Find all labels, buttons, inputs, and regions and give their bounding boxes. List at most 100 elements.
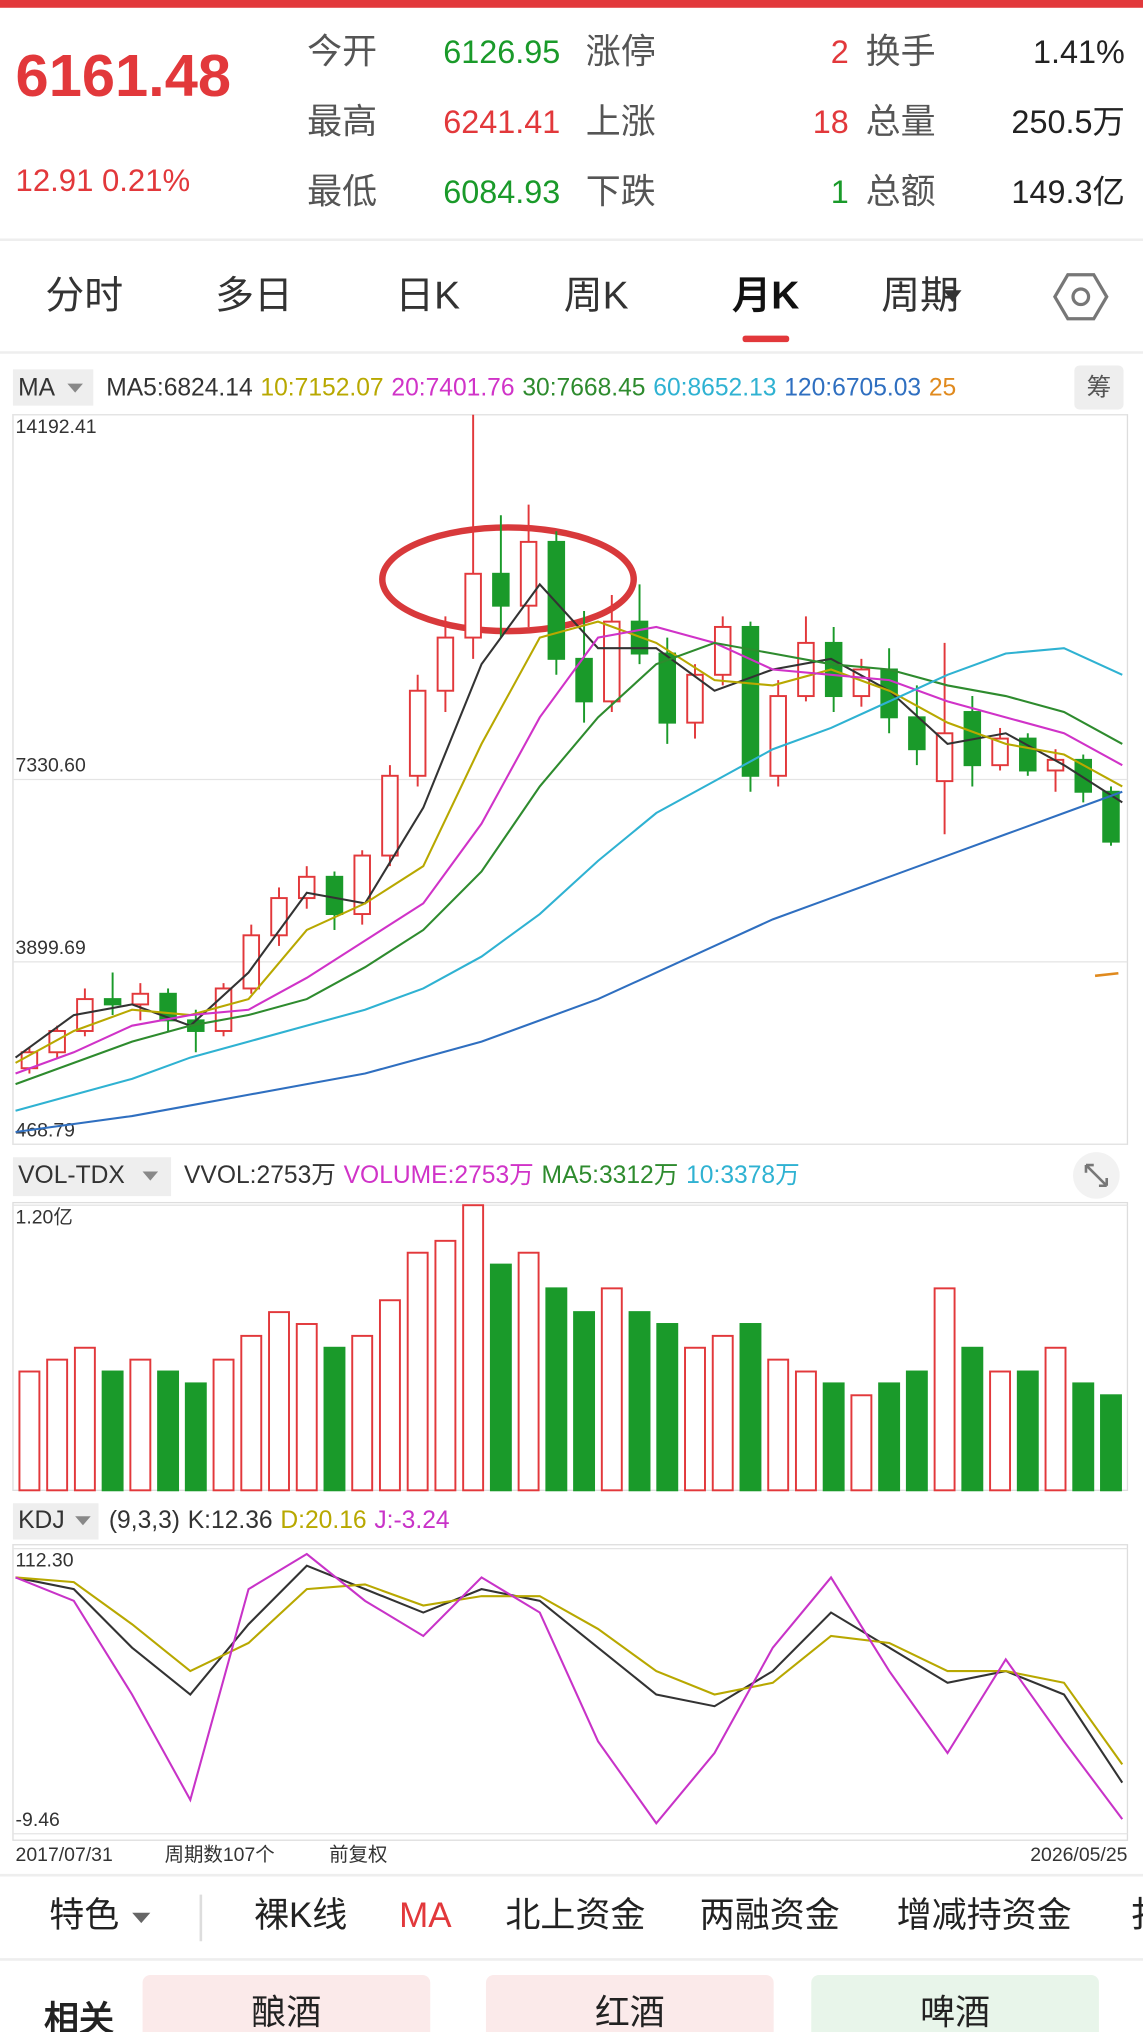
tab[interactable]: 月K	[732, 274, 799, 317]
indicator-line	[15, 1576, 1124, 1765]
quote-field: 总量	[866, 103, 936, 142]
tab[interactable]: 多日	[215, 274, 293, 317]
dropdown-arrow	[75, 1516, 91, 1526]
candle-body	[353, 854, 371, 916]
volume-bar	[268, 1311, 290, 1492]
candle-body	[492, 572, 510, 607]
volume-bar	[656, 1323, 679, 1492]
tab[interactable]: 周K	[564, 274, 629, 317]
indicator-name[interactable]: KDJ	[18, 1507, 64, 1534]
quote-field: 6084.93	[443, 174, 560, 210]
chip-box[interactable]	[1074, 365, 1124, 410]
quote-field: 总额	[866, 173, 936, 212]
volume-bar	[73, 1346, 96, 1492]
candle-body	[769, 695, 787, 777]
legend-entry: VOLUME:2753万	[344, 1162, 534, 1189]
dropdown-arrow	[142, 1171, 159, 1181]
indicator-line	[15, 620, 1123, 1064]
quote-field: 换手	[866, 33, 936, 72]
quote-field: 最高	[307, 103, 377, 142]
bottom-tab[interactable]: MA	[399, 1896, 452, 1935]
volume-bar	[434, 1239, 457, 1492]
volume-bar	[129, 1358, 152, 1492]
quote-field: 18	[813, 104, 849, 140]
indicator-line	[15, 647, 1123, 1112]
card[interactable]	[485, 1974, 774, 2032]
indicator-box[interactable]	[12, 1157, 172, 1197]
candle-body	[297, 875, 316, 900]
card-label[interactable]: 啤酒	[920, 1993, 990, 2032]
candle-body	[48, 1030, 66, 1054]
circle-annotation	[379, 524, 637, 635]
legend-entry: MA5:6824.14	[106, 374, 252, 401]
candle-body	[1102, 790, 1120, 843]
legend-entry: D:20.16	[280, 1507, 366, 1534]
tab[interactable]: 分时	[45, 274, 123, 317]
volume-bar	[517, 1251, 540, 1492]
legend-entry: 10:7152.07	[260, 374, 383, 401]
settings-icon[interactable]	[1052, 273, 1109, 321]
quote-field: 今开	[307, 33, 377, 72]
bottom-tab[interactable]: 裸K线	[254, 1896, 347, 1935]
quote-field: 上涨	[586, 103, 656, 142]
top-bar	[0, 0, 1143, 8]
card-label[interactable]: 红酒	[595, 1993, 665, 2032]
candle-body	[575, 657, 593, 703]
legend-entry: 30:7668.45	[522, 374, 645, 401]
dropdown-arrow	[67, 383, 83, 393]
candle-body	[991, 737, 1009, 767]
candle-body	[436, 636, 455, 692]
legend-entry: MA5:3312万	[542, 1162, 679, 1189]
legend-entry: 10:3378万	[686, 1162, 800, 1189]
card-label[interactable]: 酿酒	[251, 1993, 321, 2032]
volume-bar	[46, 1358, 69, 1492]
volume-bar	[711, 1334, 734, 1492]
y-tick-label: 7330.60	[16, 755, 86, 777]
candle-body	[519, 540, 538, 607]
legend-entry: 20:7401.76	[391, 374, 514, 401]
quote-field: 149.3亿	[1011, 174, 1124, 210]
volume-bar	[767, 1358, 790, 1492]
change: 12.91 0.21%	[16, 163, 191, 198]
volume-bar	[1100, 1394, 1122, 1492]
candle-body	[686, 673, 704, 724]
candle-body	[603, 620, 621, 703]
candle-body	[741, 625, 760, 777]
chip-label[interactable]: 筹	[1087, 373, 1112, 401]
volume-bar	[18, 1370, 41, 1492]
indicator-name[interactable]: MA	[18, 374, 55, 401]
adjust-mode: 前复权	[329, 1844, 387, 1866]
indicator-name[interactable]: VOL-TDX	[18, 1162, 125, 1189]
candle-body	[242, 934, 261, 990]
volume-bar	[1016, 1370, 1039, 1492]
candle-body	[408, 689, 427, 777]
axis-date: 2026/05/25	[1030, 1844, 1127, 1866]
volume-bar	[573, 1311, 596, 1492]
legend-entry: 25	[929, 374, 956, 401]
volume-bar	[600, 1287, 623, 1492]
candle-body	[658, 652, 677, 724]
card[interactable]	[811, 1974, 1099, 2032]
bottom-tab[interactable]: 北上资金	[505, 1896, 645, 1935]
volume-bar	[905, 1370, 928, 1492]
bottom-tab[interactable]: 增减持资金	[897, 1896, 1072, 1935]
indicator-line	[15, 790, 1123, 1134]
quote-field: 1	[831, 174, 849, 210]
volume-bar	[212, 1358, 235, 1492]
volume-bar	[684, 1346, 706, 1492]
indicator-line	[15, 625, 1123, 1075]
bottom-tab[interactable]: 特色	[49, 1896, 119, 1935]
y-tick-label: 1.20亿	[16, 1206, 73, 1228]
card[interactable]	[142, 1974, 431, 2032]
y-tick-label: 112.30	[16, 1550, 74, 1572]
y-tick-label: -9.46	[16, 1809, 60, 1831]
tab[interactable]: 日K	[395, 274, 460, 317]
indicator-line	[15, 1552, 1124, 1825]
bottom-tab[interactable]: 两融资金	[700, 1896, 840, 1935]
volume-bar	[184, 1382, 207, 1492]
indicator-box[interactable]	[12, 369, 94, 406]
tab[interactable]: 周期	[881, 274, 959, 317]
bottom-tab[interactable]: 扌	[1130, 1896, 1143, 1935]
volume-bar	[406, 1251, 429, 1492]
tab-indicator	[742, 335, 790, 343]
